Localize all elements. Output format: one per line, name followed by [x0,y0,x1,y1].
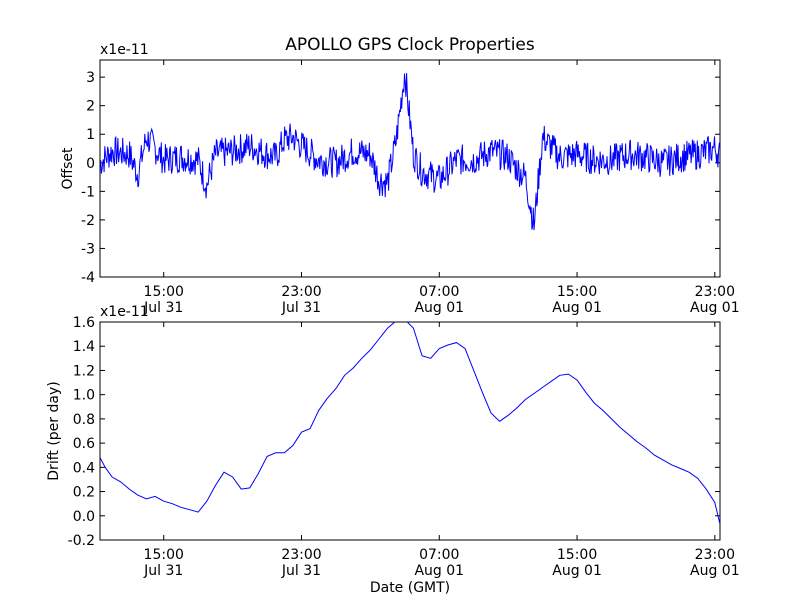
drift-xtick-date-label: Aug 01 [690,563,740,579]
offset-xtick-time-label: 15:00 [557,284,597,300]
drift-ylabel: Drift (per day) [46,381,62,480]
offset-xtick-time-label: 15:00 [144,284,184,300]
drift-ytick-label: 0.8 [73,412,95,428]
drift-xtick-date-label: Aug 01 [414,563,464,579]
drift-xtick-time-label: 15:00 [144,547,184,563]
offset-xtick-date-label: Jul 31 [143,300,183,316]
drift-ytick-label: 1.2 [73,363,95,379]
offset-xtick-time-label: 07:00 [419,284,459,300]
offset-xtick-date-label: Jul 31 [281,300,321,316]
drift-ytick-label: 1.0 [73,388,95,404]
drift-series-line [100,322,720,525]
drift-xtick-time-label: 23:00 [281,547,321,563]
offset-series-line [100,72,720,231]
drift-ytick-label: 0.4 [73,460,95,476]
drift-xlabel: Date (GMT) [370,580,450,596]
offset-xtick-date-label: Aug 01 [552,300,602,316]
offset-ytick-label: -2 [81,213,95,229]
drift-ytick-label: 0.2 [73,485,95,501]
offset-ytick-label: -1 [81,184,95,200]
offset-xtick-date-label: Aug 01 [690,300,740,316]
drift-ytick-label: 0.0 [73,509,95,525]
drift-ytick-label: 1.6 [73,315,95,331]
offset-multiplier-label: x1e-11 [100,42,149,58]
offset-ytick-label: -3 [81,241,95,257]
drift-ytick-label: 0.6 [73,436,95,452]
offset-xtick-time-label: 23:00 [695,284,735,300]
drift-xtick-date-label: Jul 31 [281,563,321,579]
drift-xtick-time-label: 07:00 [419,547,459,563]
chart-title: APOLLO GPS Clock Properties [285,35,535,55]
offset-ytick-label: 3 [86,70,95,86]
drift-ytick-label: 1.4 [73,339,95,355]
drift-xtick-time-label: 23:00 [695,547,735,563]
drift-xtick-date-label: Aug 01 [552,563,602,579]
offset-xtick-date-label: Aug 01 [414,300,464,316]
offset-ytick-label: 2 [86,99,95,115]
drift-panel: -0.20.00.20.40.60.81.01.21.41.615:00Jul … [46,304,740,596]
drift-multiplier-label: x1e-11 [100,304,149,320]
drift-xtick-time-label: 15:00 [557,547,597,563]
offset-ylabel: Offset [60,147,76,190]
drift-ytick-label: -0.2 [68,533,95,549]
drift-plot-frame [99,321,721,541]
offset-xtick-time-label: 23:00 [281,284,321,300]
offset-ytick-label: 1 [86,127,95,143]
drift-xtick-date-label: Jul 31 [143,563,183,579]
offset-ytick-label: 0 [86,156,95,172]
offset-plot-frame [99,59,721,278]
offset-ytick-label: -4 [81,270,95,286]
